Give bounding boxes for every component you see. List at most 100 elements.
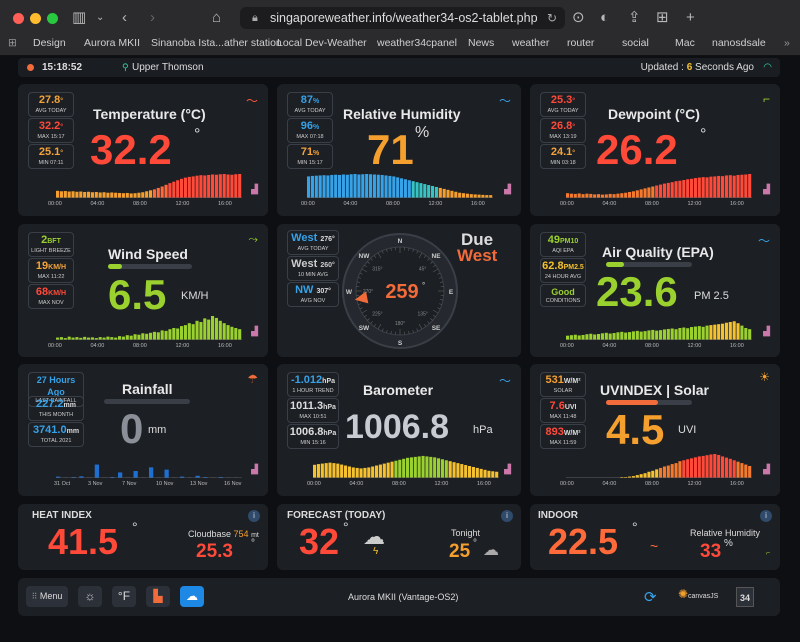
barometer-card[interactable]: -1.012hPa 1 HOUR TREND 1011.3hPa MAX 10:51… — [277, 364, 521, 496]
info-icon[interactable]: i — [248, 510, 260, 522]
new-tab-icon[interactable]: + — [686, 9, 695, 26]
humidity-bar — [419, 183, 423, 198]
wind-max-box: 19KM/H MAX 11:22 — [28, 258, 74, 283]
compass-tick — [390, 331, 392, 335]
theme-toggle-button[interactable]: ☼ — [78, 586, 102, 607]
dewpoint-bar — [643, 188, 647, 198]
temperature-card[interactable]: 27.8° AVG TODAY 32.2° MAX 15:17 25.1° MIN 0… — [18, 84, 268, 216]
compass-tick — [416, 328, 419, 332]
chart-icon[interactable]: ▟ — [251, 326, 258, 336]
more-bookmarks-icon[interactable]: » — [784, 37, 790, 49]
forecast-card[interactable]: FORECAST (TODAY) i 32 ° ☁ ϟ Tonight 25 °… — [277, 504, 521, 570]
reload-icon[interactable]: ↻ — [546, 11, 557, 25]
dewpoint-bar — [628, 192, 632, 198]
dewpoint-bar — [693, 178, 697, 198]
axis-tick-label: 00:00 — [307, 481, 321, 487]
bookmark-sinanoba[interactable]: Sinanoba Ista...ather station — [151, 37, 282, 49]
compass-point-label: E — [449, 289, 454, 296]
bookmark-cpanel[interactable]: weather34cpanel — [377, 37, 457, 49]
bookmark-social[interactable]: social — [622, 37, 649, 49]
uv-solar-card[interactable]: 531W/M² SOLAR 7.6UVI MAX 11:48 893W/M² MAX … — [530, 364, 780, 496]
download-icon[interactable]: ⊙ — [572, 9, 585, 26]
axis-tick-label: 08:00 — [645, 481, 659, 487]
chart-icon[interactable]: ▟ — [763, 464, 770, 474]
uv-bar — [631, 476, 635, 478]
trend-wave-icon: 〜 — [757, 234, 770, 248]
charts-button[interactable]: ▙ — [146, 586, 170, 607]
bookmark-design[interactable]: Design — [33, 37, 66, 49]
rainfall-card[interactable]: 27 Hours Ago LAST RAINFALL 227.2mm THIS MO… — [18, 364, 268, 496]
refresh-icon[interactable]: ⟳ — [644, 589, 657, 606]
feels-deg: ° — [251, 538, 255, 549]
zoom-window-button[interactable] — [47, 13, 58, 24]
canvasjs-label: canvasJS — [688, 593, 719, 600]
dew-title: Dewpoint (°C) — [608, 106, 700, 122]
air-quality-card[interactable]: 49PM10 AQI EPA 62.8PM2.5 24 HOUR AVG Good C… — [530, 224, 780, 357]
wind-bar — [83, 336, 87, 340]
humidity-bar — [423, 184, 427, 198]
info-icon[interactable]: i — [501, 510, 513, 522]
sidebar-icon[interactable]: ▥ — [72, 9, 87, 26]
bookmark-router[interactable]: router — [567, 37, 595, 49]
humidity-bar — [318, 175, 322, 198]
back-icon[interactable]: ‹ — [122, 9, 127, 26]
chart-icon[interactable]: ▟ — [763, 326, 770, 336]
address-bar[interactable]: 🔒︎ singaporeweather.info/weather34-os2-t… — [240, 7, 565, 29]
forward-icon[interactable]: › — [150, 9, 155, 26]
bookmark-mac[interactable]: Mac — [675, 37, 695, 49]
bookmark-local-dev[interactable]: Local Dev-Weather — [277, 37, 367, 49]
shield-icon[interactable]: ◐ — [600, 9, 610, 26]
heat-index-card[interactable]: HEAT INDEX i 41.5 ° Cloudbase 754 mt 25.… — [18, 504, 268, 570]
cloud-button[interactable]: ☁ — [180, 586, 204, 607]
baro-chart — [313, 455, 499, 478]
uv-max-box: 7.6UVI MAX 11:48 — [540, 398, 586, 423]
indoor-card[interactable]: INDOOR i 22.5 ° ~ Relative Humidity 33 %… — [530, 504, 780, 570]
wind-card[interactable]: 2BFT LIGHT BREEZE 19KM/H MAX 11:22 68KM/H M… — [18, 224, 268, 357]
temperature-bar — [172, 181, 176, 198]
chevron-down-icon[interactable]: ⌄ — [96, 12, 105, 23]
bookmark-nanosdsale[interactable]: nanosdsale — [712, 37, 766, 49]
sun-icon: ☀ — [759, 370, 770, 384]
home-icon[interactable]: ⌂ — [212, 9, 222, 26]
aqi-box: 49PM10 AQI EPA — [540, 232, 586, 257]
weather34-badge[interactable]: 34 — [736, 587, 754, 607]
share-icon[interactable]: ⇪ — [628, 9, 641, 26]
chart-icon[interactable]: ▟ — [504, 184, 511, 194]
wind-bar — [133, 334, 137, 340]
uv-bar — [732, 460, 736, 478]
humidity-bar — [353, 174, 357, 198]
dewpoint-card[interactable]: 25.3° AVG TODAY 26.8° MAX 13:19 24.1° MIN 0… — [530, 84, 780, 216]
dewpoint-bar — [666, 182, 670, 198]
tabs-overview-icon[interactable]: ⊞ — [656, 9, 669, 26]
bookmarks-grid-icon[interactable]: ⊞ — [8, 37, 17, 49]
bookmark-news[interactable]: News — [468, 37, 495, 49]
chart-icon[interactable]: ▟ — [251, 464, 258, 474]
wind-bar — [160, 330, 164, 340]
axis-tick-label: 12:00 — [687, 481, 702, 487]
wifi-icon: ◠ — [763, 62, 772, 73]
unit-toggle-button[interactable]: °F — [112, 586, 136, 607]
uv-bar — [717, 454, 721, 478]
humidity-card[interactable]: 87% AVG TODAY 96% MAX 07:18 71% MIN 15:17 R… — [277, 84, 521, 216]
minimize-window-button[interactable] — [30, 13, 41, 24]
chart-icon[interactable]: ▟ — [504, 464, 511, 474]
bookmark-weather[interactable]: weather — [512, 37, 550, 49]
info-icon[interactable]: i — [760, 510, 772, 522]
menu-button[interactable]: ⠿ Menu — [26, 586, 68, 607]
bookmark-aurora[interactable]: Aurora MKII — [84, 37, 141, 49]
lock-icon: 🔒︎ — [252, 12, 258, 24]
hum-avg-box: 87% AVG TODAY — [287, 92, 333, 117]
close-window-button[interactable] — [13, 13, 24, 24]
temp-chart — [56, 174, 242, 198]
barometer-bar — [351, 467, 355, 478]
dewpoint-bar — [624, 192, 628, 198]
chart-icon[interactable]: ▟ — [763, 184, 770, 194]
temp-min-box: 25.1° MIN 07:11 — [28, 144, 74, 169]
wind-direction-card[interactable]: West 276° AVG TODAY West 260° 10 MIN AVG N… — [277, 224, 521, 357]
axis-tick-label: 10 Nov — [156, 481, 174, 487]
wind-bar — [125, 335, 129, 340]
compass-tick — [437, 307, 441, 310]
compass-tick — [412, 329, 414, 333]
chart-icon[interactable]: ▟ — [251, 184, 258, 194]
